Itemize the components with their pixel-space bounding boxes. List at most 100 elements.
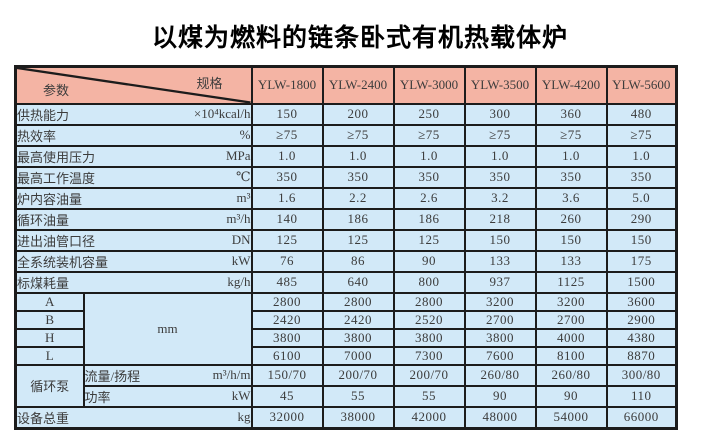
value-cell: 3800	[250, 327, 324, 348]
model-header: YLW-5600	[605, 65, 678, 105]
value-cell: ≥75	[605, 123, 678, 147]
param-label: 进出油管口径	[17, 233, 96, 249]
value-cell: 8100	[534, 345, 608, 366]
value-cell: 2420	[321, 309, 395, 330]
value-cell: 4000	[534, 327, 608, 348]
value-cell: 175	[605, 249, 678, 273]
value-cell: 2520	[392, 309, 466, 330]
value-cell: 7600	[463, 345, 537, 366]
param-unit: kg/h	[227, 274, 251, 289]
param-unit: MPa	[225, 148, 251, 163]
value-cell: 5.0	[605, 186, 678, 210]
value-cell: 218	[463, 207, 537, 231]
table-row: 最高使用压力 MPa 1.0 1.0 1.0 1.0 1.0 1.0	[14, 144, 678, 168]
corner-cell: 规格 参数	[14, 65, 253, 105]
value-cell: 1125	[534, 270, 608, 294]
param-cell: 进出油管口径 DN	[14, 228, 253, 252]
value-cell: 76	[250, 249, 324, 273]
value-cell: 133	[463, 249, 537, 273]
param-label: 流量/扬程	[84, 368, 141, 384]
value-cell: 350	[534, 165, 608, 189]
value-cell: 125	[250, 228, 324, 252]
table-row: 进出油管口径 DN 125 125 125 150 150 150	[14, 228, 678, 252]
value-cell: 86	[321, 249, 395, 273]
param-unit: ×10⁴kcal/h	[193, 106, 251, 121]
table-row: 最高工作温度 ℃ 350 350 350 350 350 350	[14, 165, 678, 189]
model-header: YLW-1800	[250, 65, 324, 105]
param-label: 供热能力	[17, 107, 70, 123]
total-weight-row: 设备总重 kg 32000 38000 42000 48000 54000 660…	[14, 405, 678, 429]
value-cell: 8870	[605, 345, 678, 366]
dimension-unit: mm	[82, 291, 253, 366]
param-cell: 设备总重 kg	[14, 405, 253, 429]
param-cell: 流量/扬程 m³/h/m	[82, 363, 253, 387]
model-header: YLW-2400	[321, 65, 395, 105]
value-cell: 1.0	[463, 144, 537, 168]
param-unit: ℃	[235, 169, 251, 184]
corner-spec-label: 规格	[196, 76, 223, 91]
value-cell: 2700	[534, 309, 608, 330]
value-cell: 150	[463, 228, 537, 252]
value-cell: 2800	[321, 291, 395, 312]
value-cell: 3800	[463, 327, 537, 348]
value-cell: 2.2	[321, 186, 395, 210]
param-unit: kW	[231, 388, 251, 403]
table-row: 炉内容油量 m³ 1.6 2.2 2.6 3.2 3.6 5.0	[14, 186, 678, 210]
value-cell: 350	[463, 165, 537, 189]
value-cell: 640	[321, 270, 395, 294]
value-cell: ≥75	[534, 123, 608, 147]
value-cell: 260	[534, 207, 608, 231]
param-cell: 循环油量 m³/h	[14, 207, 253, 231]
value-cell: 485	[250, 270, 324, 294]
value-cell: 150/70	[250, 363, 324, 387]
value-cell: 350	[392, 165, 466, 189]
param-unit: m³	[236, 190, 251, 205]
dimension-row: A mm 2800 2800 2800 3200 3200 3600	[14, 291, 678, 366]
pump-row: 循环泵 流量/扬程 m³/h/m 150/70 200/70 200/70 260…	[14, 363, 678, 408]
value-cell: 300	[463, 102, 537, 126]
value-cell: 937	[463, 270, 537, 294]
pump-label: 循环泵	[14, 363, 85, 408]
value-cell: 800	[392, 270, 466, 294]
value-cell: ≥75	[392, 123, 466, 147]
value-cell: 55	[321, 384, 395, 408]
value-cell: 3200	[463, 291, 537, 312]
value-cell: 7000	[321, 345, 395, 366]
value-cell: 3.2	[463, 186, 537, 210]
value-cell: 125	[321, 228, 395, 252]
param-cell: 功率 kW	[82, 384, 253, 408]
value-cell: 200	[321, 102, 395, 126]
dimension-row: H 3800 3800 3800 3800 4000 4380	[14, 327, 678, 348]
param-cell: 热效率%	[14, 123, 253, 147]
param-cell: 炉内容油量 m³	[14, 186, 253, 210]
param-label: 热效率	[17, 128, 57, 144]
table-row: 全系统装机容量 kW 76 86 90 133 133 175	[14, 249, 678, 273]
value-cell: 133	[534, 249, 608, 273]
page-title: 以煤为燃料的链条卧式有机热载体炉	[151, 24, 568, 52]
value-cell: 90	[534, 384, 608, 408]
model-header: YLW-3000	[392, 65, 466, 105]
value-cell: 150	[605, 228, 678, 252]
value-cell: 45	[250, 384, 324, 408]
dimension-row: B 2420 2420 2520 2700 2700 2900	[14, 309, 678, 330]
dimension-label: B	[14, 309, 85, 330]
value-cell: 54000	[534, 405, 608, 429]
param-cell: 供热能力 ×10⁴kcal/h	[14, 102, 253, 126]
dimension-label: A	[14, 291, 85, 312]
param-cell: 标煤耗量 kg/h	[14, 270, 253, 294]
value-cell: 2.6	[392, 186, 466, 210]
value-cell: 186	[321, 207, 395, 231]
param-label: 全系统装机容量	[17, 254, 109, 270]
param-label: 设备总重	[17, 410, 70, 426]
value-cell: 150	[534, 228, 608, 252]
dimension-label: H	[14, 327, 85, 348]
value-cell: 140	[250, 207, 324, 231]
corner-param-label: 参数	[43, 82, 70, 98]
param-cell: 最高工作温度 ℃	[14, 165, 253, 189]
value-cell: 1.6	[250, 186, 324, 210]
value-cell: 2700	[463, 309, 537, 330]
param-unit: kW	[231, 253, 251, 268]
value-cell: 1.0	[250, 144, 324, 168]
value-cell: ≥75	[321, 123, 395, 147]
